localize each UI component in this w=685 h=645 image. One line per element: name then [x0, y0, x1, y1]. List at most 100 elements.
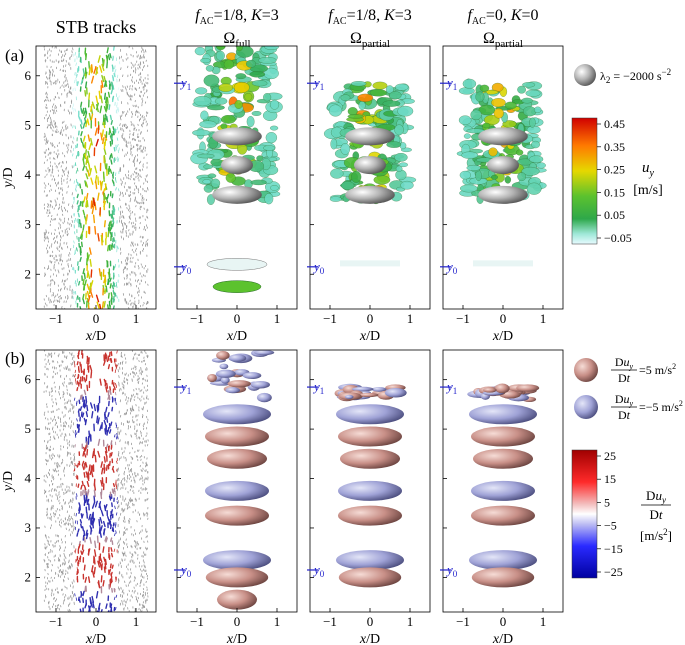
particle-track [120, 487, 122, 490]
particle-track [71, 206, 73, 209]
svg-text:[m/s2]: [m/s2] [640, 527, 672, 543]
particle-track [81, 549, 85, 555]
particle-track [66, 227, 68, 231]
particle-track [82, 268, 85, 275]
particle-track [83, 117, 87, 124]
svg-text:Duy: Duy [615, 392, 634, 408]
particle-track [80, 108, 83, 114]
vortex-blob [194, 47, 206, 56]
particle-track [114, 524, 116, 528]
vortex-blob [504, 176, 512, 184]
particle-track [95, 95, 99, 104]
accel-blob [344, 394, 354, 399]
particle-track [86, 480, 90, 488]
particle-track [110, 603, 113, 609]
vortex-blob [258, 56, 277, 64]
x-tick-label: −1 [49, 614, 63, 629]
panel-content [323, 81, 417, 267]
vortex-blob [351, 171, 362, 183]
particle-track [108, 129, 111, 136]
particle-track [111, 179, 115, 184]
particle-track [105, 104, 108, 112]
particle-track [117, 506, 119, 510]
particle-track [86, 290, 90, 298]
particle-track [111, 488, 114, 494]
particle-track [104, 558, 107, 566]
particle-track [82, 209, 86, 216]
particle-track [110, 296, 113, 302]
x-tick-label: 0 [500, 614, 507, 629]
x-tick-label: 1 [274, 311, 281, 326]
particle-track [120, 89, 122, 92]
particle-track [76, 295, 79, 300]
particle-track [68, 254, 70, 257]
particle-track [81, 480, 84, 486]
particle-track [117, 107, 119, 111]
x-axis-label: x/D [226, 632, 247, 645]
particle-track [113, 596, 116, 600]
vortex-blob [263, 93, 272, 102]
accel-ring [205, 426, 269, 447]
particle-track [110, 89, 113, 95]
vortex-blob [399, 142, 407, 150]
x-tick-label: 1 [274, 614, 281, 629]
vortex-blob [246, 116, 255, 128]
colorbar-tick-label: 0.45 [604, 117, 625, 131]
particle-track [71, 204, 74, 208]
y-tick-label: 2 [25, 266, 32, 281]
vortex-blob [206, 194, 215, 205]
particle-track [104, 428, 107, 435]
particle-track [75, 62, 78, 66]
vortex-blob [220, 123, 228, 130]
particle-track [110, 357, 113, 363]
particle-track [98, 90, 101, 100]
svg-text:Dt: Dt [618, 408, 631, 422]
y0-label: y0 [445, 259, 458, 276]
vortex-ring [478, 185, 528, 204]
colorbar-tick-label: −5 [604, 519, 617, 533]
particle-track [75, 170, 78, 174]
accel-blob [516, 384, 540, 392]
vortex-blob [221, 115, 236, 124]
x-tick-label: 1 [540, 614, 547, 629]
particle-track [103, 154, 106, 163]
particle-track [73, 164, 75, 168]
particle-track [85, 496, 87, 504]
particle-track [85, 165, 89, 173]
particle-track [101, 301, 105, 309]
particle-track [85, 532, 89, 540]
particle-track [85, 395, 88, 402]
svg-text:fAC=1/8, K=3: fAC=1/8, K=3 [195, 7, 279, 27]
accel-blob [256, 392, 272, 403]
vortex-blob [340, 143, 351, 155]
accel-ring [205, 567, 269, 588]
particle-track [112, 76, 115, 82]
vortex-blob [195, 87, 208, 95]
particle-track [109, 168, 113, 174]
particle-track [112, 295, 115, 301]
particle-track [107, 355, 110, 361]
particle-track [100, 235, 104, 243]
particle-track [108, 104, 111, 111]
vortex-blob [203, 184, 214, 193]
lambda2-label: λ2 = −2000 s−2 [600, 67, 671, 85]
particle-track [99, 303, 102, 309]
accel-ring [336, 404, 404, 425]
colorbar-tick-label: −25 [604, 565, 623, 579]
particle-track [81, 188, 84, 195]
particle-track [113, 386, 116, 391]
vortex-blob [244, 93, 253, 101]
vortex-blob [235, 73, 247, 80]
particle-track [103, 220, 106, 228]
x-axis-label: x/D [85, 329, 106, 344]
particle-track [68, 514, 71, 518]
particle-track [73, 491, 75, 495]
pos-accel-label: Duy Dt =5 m/s2 [611, 355, 676, 385]
particle-track [103, 80, 107, 87]
particle-track [84, 401, 88, 407]
accel-blob [215, 369, 236, 378]
particle-track [97, 560, 101, 568]
particle-track [85, 529, 88, 536]
particle-track [110, 440, 113, 445]
vortex-blob [386, 141, 402, 148]
